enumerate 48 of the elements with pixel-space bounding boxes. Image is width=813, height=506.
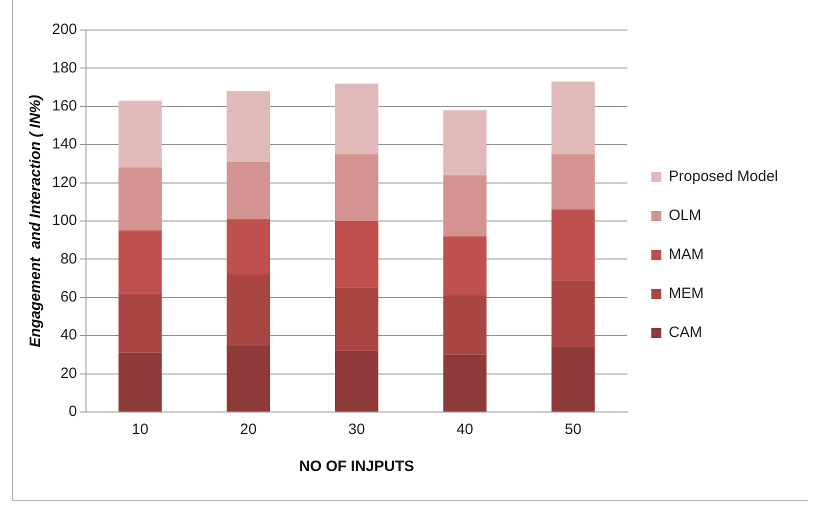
- bar: [118, 294, 162, 353]
- bar: [334, 350, 378, 412]
- y-tick-label: 160: [52, 98, 78, 115]
- bar: [226, 219, 270, 274]
- bar: [443, 175, 487, 236]
- bar: [226, 162, 270, 220]
- bar: [334, 221, 378, 288]
- x-tick-label: 10: [132, 421, 148, 438]
- y-tick-label: 120: [52, 174, 78, 191]
- legend-label: MAM: [668, 246, 704, 264]
- bar: [551, 82, 595, 154]
- bar: [334, 288, 378, 351]
- x-tick-label: 40: [456, 421, 474, 438]
- bar: [551, 154, 595, 210]
- y-tick-label: 40: [60, 326, 78, 344]
- bar: [118, 230, 162, 294]
- bar: [443, 236, 487, 296]
- bar: [118, 168, 162, 231]
- y-tick-label: 0: [68, 403, 78, 420]
- y-tick-label: 140: [52, 136, 78, 153]
- x-axis-title: NO OF INJPUTS: [299, 458, 414, 476]
- x-tick-label: 30: [348, 421, 365, 438]
- bar: [226, 91, 270, 162]
- y-tick-label: 100: [52, 212, 78, 230]
- legend-label: Proposed Model: [668, 168, 778, 186]
- x-tick-label: 50: [564, 421, 582, 438]
- bar: [334, 83, 378, 154]
- bar: [443, 354, 487, 412]
- x-tick-label: 20: [240, 421, 257, 438]
- legend-label: MEM: [668, 285, 704, 302]
- bar: [551, 210, 595, 280]
- bar: [118, 100, 162, 168]
- bar: [443, 295, 487, 355]
- legend-label: CAM: [668, 324, 702, 342]
- y-tick-label: 80: [60, 250, 78, 268]
- legend-label: OLM: [668, 207, 702, 224]
- bar: [226, 345, 270, 412]
- y-tick-label: 200: [52, 21, 78, 38]
- bar: [551, 347, 595, 412]
- y-tick-label: 180: [52, 59, 78, 76]
- y-axis-title: Engagement and Interaction ( IN%): [27, 94, 44, 348]
- bar: [118, 352, 162, 412]
- bar: [334, 154, 378, 221]
- y-tick-label: 20: [60, 364, 78, 382]
- bar: [226, 274, 270, 346]
- y-tick-label: 60: [60, 288, 78, 306]
- bar: [443, 110, 487, 176]
- bar: [551, 280, 595, 348]
